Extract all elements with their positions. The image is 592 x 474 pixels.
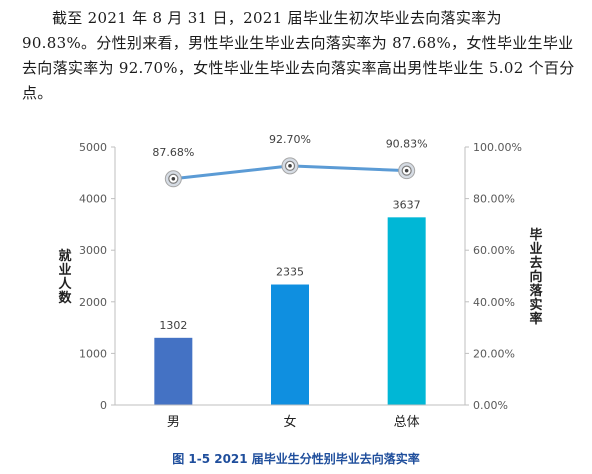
left-tick-label: 2000 bbox=[79, 296, 107, 309]
right-tick-label: 60.00% bbox=[473, 244, 515, 257]
rate-marker bbox=[281, 157, 299, 175]
left-tick-label: 0 bbox=[100, 399, 107, 412]
rate-value-label: 87.68% bbox=[152, 146, 194, 159]
right-tick-label: 100.00% bbox=[473, 141, 522, 154]
right-axis-title: 毕业去向落实率 bbox=[529, 227, 543, 327]
bar-value-label: 2335 bbox=[276, 266, 304, 279]
labels-group: 1302 2335 3637 87.68% 92.70% 90.83% bbox=[152, 133, 427, 332]
summary-paragraph: 截至 2021 年 8 月 31 日，2021 届毕业生初次毕业去向落实率为 9… bbox=[22, 9, 575, 102]
chart-caption: 图 1-5 2021 届毕业生分性别毕业去向落实率 bbox=[172, 452, 420, 466]
category-label: 女 bbox=[283, 414, 296, 430]
rate-value-label: 90.83% bbox=[386, 138, 428, 151]
right-tick-label: 20.00% bbox=[473, 347, 515, 360]
left-tick-label: 5000 bbox=[79, 141, 107, 154]
rate-marker-dot bbox=[171, 176, 176, 181]
bar-group bbox=[154, 217, 426, 405]
rate-marker bbox=[398, 162, 416, 180]
rate-marker bbox=[164, 170, 182, 188]
left-axis-title: 就业人数 bbox=[58, 248, 72, 306]
axes-group: 0 1000 2000 3000 4000 5000 0.00% 20.00% 40.00% 60… bbox=[58, 141, 543, 430]
bar-value-label: 1302 bbox=[159, 319, 187, 332]
left-tick-label: 3000 bbox=[79, 244, 107, 257]
rate-value-label: 92.70% bbox=[269, 133, 311, 146]
rate-marker-dot bbox=[288, 164, 292, 168]
bar-2 bbox=[387, 217, 426, 405]
rate-line-group bbox=[164, 157, 416, 188]
right-tick-label: 80.00% bbox=[473, 193, 515, 206]
rate-marker-dot bbox=[404, 168, 409, 173]
category-label: 总体 bbox=[394, 415, 420, 430]
category-label: 男 bbox=[167, 415, 180, 430]
left-tick-label: 1000 bbox=[79, 347, 107, 360]
bar-value-label: 3637 bbox=[393, 198, 421, 211]
right-tick-label: 40.00% bbox=[473, 296, 515, 309]
right-tick-label: 0.00% bbox=[473, 399, 508, 412]
bar-1 bbox=[271, 284, 309, 405]
bar-0 bbox=[154, 337, 193, 405]
left-tick-label: 4000 bbox=[79, 193, 107, 206]
